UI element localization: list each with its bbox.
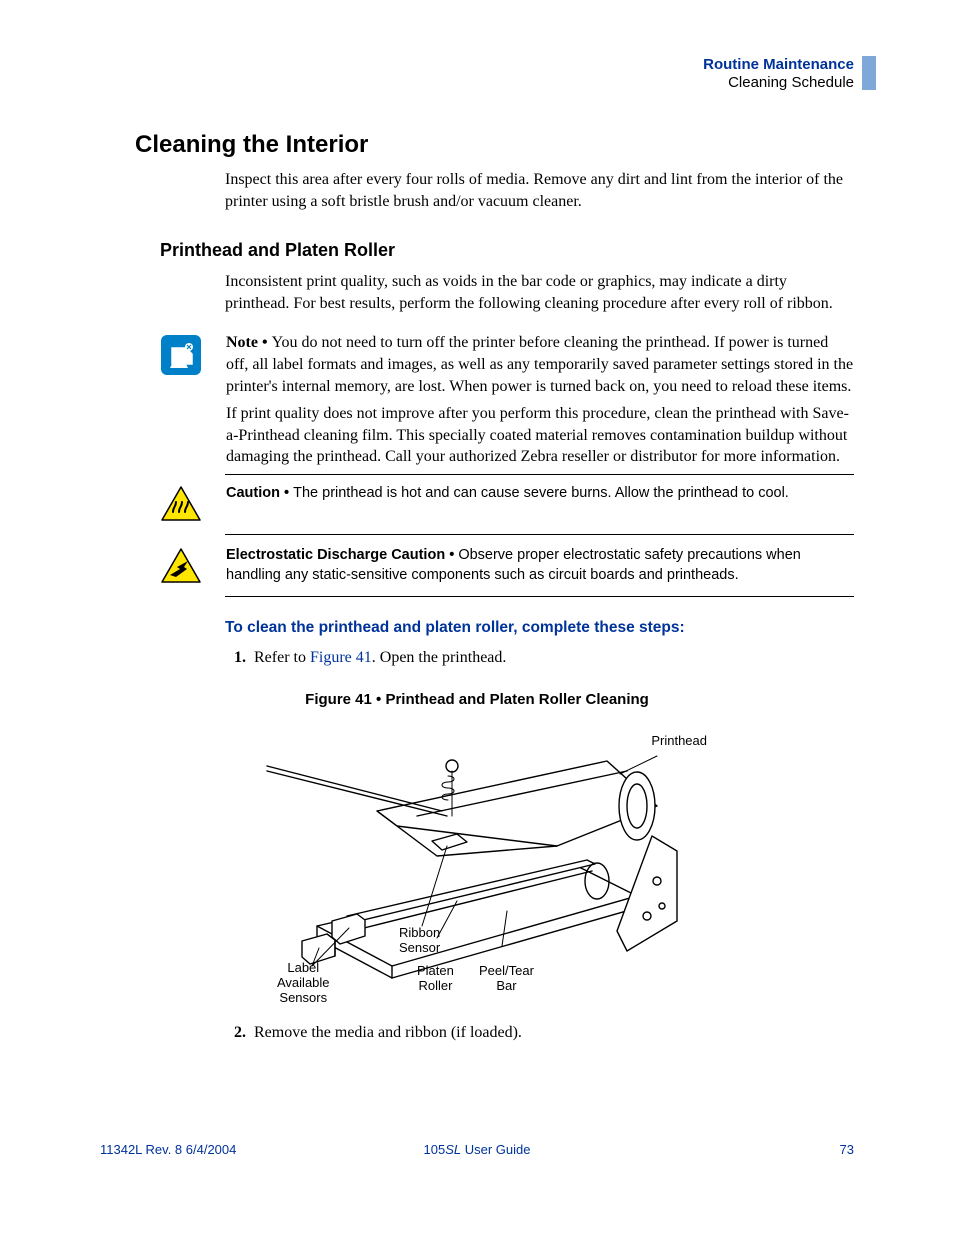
note-body-2: If print quality does not improve after … [226,403,854,468]
page: Routine Maintenance Cleaning Schedule Cl… [0,0,954,1235]
caution-hot-text: Caution • The printhead is hot and can c… [226,483,854,503]
page-header: Routine Maintenance Cleaning Schedule [100,56,854,91]
caution-esd-block: Electrostatic Discharge Caution • Observ… [160,545,854,590]
caution-hot-icon [160,483,202,528]
caution-hot-body: The printhead is hot and can cause sever… [293,485,789,501]
caution-esd-icon [160,545,202,590]
step-2: Remove the media and ribbon (if loaded). [250,1022,854,1044]
divider [225,534,854,535]
note-icon [160,332,202,381]
step-1-b: . Open the printhead. [372,649,507,666]
label-peel-tear: Peel/Tear Bar [479,964,534,994]
note-block: Note • You do not need to turn off the p… [160,332,854,468]
figure-caption: Figure 41 • Printhead and Platen Roller … [100,691,854,708]
footer-center-b: User Guide [461,1142,530,1157]
step-1: Refer to Figure 41. Open the printhead. [250,647,854,669]
steps-list-cont: Remove the media and ribbon (if loaded). [250,1022,854,1044]
caution-hot-block: Caution • The printhead is hot and can c… [160,483,854,528]
caution-esd-text: Electrostatic Discharge Caution • Observ… [226,545,854,586]
caution-esd-label: Electrostatic Discharge Caution • [226,547,458,563]
note-body-1: You do not need to turn off the printer … [226,334,853,394]
heading-h1: Cleaning the Interior [135,131,854,159]
label-printhead: Printhead [651,734,707,749]
note-label: Note • [226,334,272,351]
divider [225,474,854,475]
steps-list: Refer to Figure 41. Open the printhead. [250,647,854,669]
footer-center: 105SL User Guide [100,1142,854,1157]
figure-diagram: Printhead Ribbon Sensor Platen Roller Pe… [257,716,697,1006]
note-text: Note • You do not need to turn off the p… [226,332,854,468]
steps-heading: To clean the printhead and platen roller… [225,619,854,637]
footer-center-a: 105 [424,1142,446,1157]
footer-center-i: SL [445,1142,461,1157]
header-accent-bar [862,56,876,90]
header-section: Cleaning Schedule [100,74,854,91]
page-footer: 11342L Rev. 8 6/4/2004 105SL User Guide … [100,1142,854,1157]
label-ribbon-sensor: Ribbon Sensor [399,926,440,956]
label-platen-roller: Platen Roller [417,964,454,994]
caution-hot-label: Caution • [226,485,293,501]
step-1-a: Refer to [254,649,310,666]
header-chapter: Routine Maintenance [703,56,854,73]
divider [225,596,854,597]
subsection-intro: Inconsistent print quality, such as void… [225,271,854,314]
figure-ref-link[interactable]: Figure 41 [310,649,372,666]
heading-h2: Printhead and Platen Roller [160,240,854,261]
intro-paragraph: Inspect this area after every four rolls… [225,169,854,212]
label-sensors: Label Available Sensors [277,961,330,1006]
